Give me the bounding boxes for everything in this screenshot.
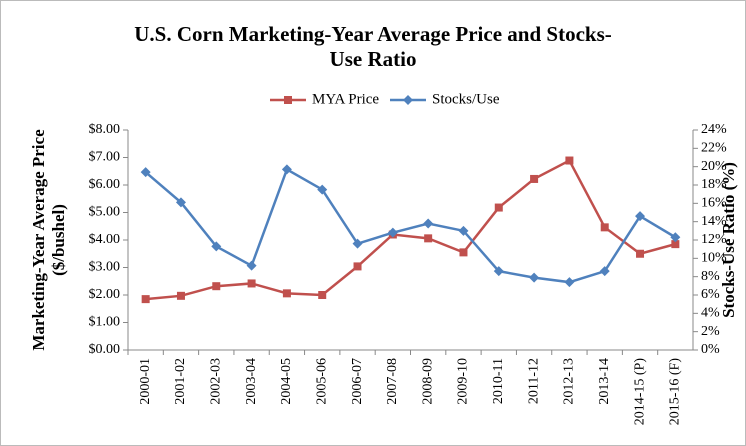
y2-tick-label: 22% bbox=[701, 141, 727, 156]
y2-tick-label: 18% bbox=[701, 177, 727, 192]
legend-marker bbox=[284, 96, 292, 104]
y-tick-label: $7.00 bbox=[89, 150, 121, 165]
x-tick-label: 2007-08 bbox=[385, 358, 400, 405]
data-point bbox=[494, 203, 503, 212]
x-tick-label: 2001-02 bbox=[173, 358, 188, 405]
y-axis-title: Marketing-Year Average Price bbox=[29, 129, 48, 351]
series-line bbox=[144, 167, 676, 284]
x-tick-label: 2008-09 bbox=[420, 358, 435, 405]
series-line bbox=[145, 158, 676, 301]
y-tick-label: $8.00 bbox=[89, 122, 121, 137]
x-tick-label: 2004-05 bbox=[279, 358, 294, 405]
data-point bbox=[175, 197, 186, 208]
y2-tick-label: 24% bbox=[701, 122, 727, 137]
data-point bbox=[670, 232, 681, 243]
x-tick-label: 2015-16 (F) bbox=[668, 358, 683, 426]
y2-tick-label: 14% bbox=[701, 214, 727, 229]
y-tick-label: $0.00 bbox=[89, 342, 121, 357]
data-point bbox=[493, 266, 504, 277]
data-point bbox=[246, 260, 257, 271]
legend-label: MYA Price bbox=[312, 91, 379, 107]
x-tick-label: 2013-14 bbox=[597, 358, 612, 405]
data-point bbox=[600, 223, 609, 232]
data-point bbox=[176, 291, 185, 300]
y-tick-label: $6.00 bbox=[89, 177, 121, 192]
data-point bbox=[530, 174, 539, 183]
data-point bbox=[458, 225, 469, 236]
data-point bbox=[424, 234, 433, 243]
y2-tick-label: 2% bbox=[701, 324, 720, 339]
data-point bbox=[140, 167, 151, 178]
y2-tick-label: 0% bbox=[701, 342, 720, 357]
y2-tick-label: 16% bbox=[701, 196, 727, 211]
x-tick-label: 2006-07 bbox=[350, 358, 365, 405]
data-point bbox=[353, 262, 362, 271]
y2-axis-title: Stocks-Use Ratio (%) bbox=[719, 162, 738, 318]
data-point bbox=[317, 184, 328, 195]
legend-label: Stocks/Use bbox=[432, 91, 500, 107]
data-point bbox=[141, 295, 150, 304]
data-point bbox=[318, 291, 327, 299]
y2-tick-label: 12% bbox=[701, 232, 727, 247]
y2-tick-label: 4% bbox=[701, 306, 720, 321]
x-tick-label: 2011-12 bbox=[526, 358, 541, 404]
x-tick-label: 2000-01 bbox=[138, 358, 153, 405]
y2-tick-label: 20% bbox=[701, 159, 727, 174]
data-point bbox=[565, 156, 574, 165]
data-point bbox=[459, 248, 468, 257]
y-tick-label: $3.00 bbox=[89, 260, 121, 275]
data-point bbox=[211, 241, 222, 252]
y-axis-title: ($/bushel) bbox=[49, 204, 68, 276]
data-point bbox=[636, 249, 645, 258]
y-tick-label: $4.00 bbox=[89, 232, 121, 247]
x-tick-label: 2005-06 bbox=[314, 358, 329, 405]
y-tick-label: $5.00 bbox=[89, 205, 121, 220]
y2-tick-label: 8% bbox=[701, 269, 720, 284]
legend-marker bbox=[403, 95, 413, 105]
data-point bbox=[529, 272, 540, 283]
data-point bbox=[423, 218, 434, 229]
data-point bbox=[212, 282, 221, 291]
chart-title: U.S. Corn Marketing-Year Average Price a… bbox=[134, 22, 612, 71]
y2-tick-label: 6% bbox=[701, 287, 720, 302]
data-point bbox=[352, 238, 363, 249]
data-point bbox=[282, 289, 291, 298]
data-point bbox=[635, 211, 646, 222]
x-tick-label: 2010-11 bbox=[491, 358, 506, 404]
data-point bbox=[671, 240, 680, 249]
y-tick-label: $1.00 bbox=[89, 315, 121, 330]
x-tick-label: 2003-04 bbox=[244, 358, 259, 405]
x-tick-label: 2012-13 bbox=[562, 358, 577, 405]
x-tick-label: 2002-03 bbox=[209, 358, 224, 405]
x-tick-label: 2009-10 bbox=[456, 358, 471, 405]
data-point bbox=[247, 279, 256, 288]
data-point bbox=[599, 266, 610, 277]
data-point bbox=[387, 227, 398, 238]
y2-tick-label: 10% bbox=[701, 251, 727, 266]
y-tick-label: $2.00 bbox=[89, 287, 121, 302]
data-point bbox=[564, 277, 575, 288]
data-point bbox=[281, 164, 292, 175]
x-tick-label: 2014-15 (P) bbox=[632, 358, 647, 426]
